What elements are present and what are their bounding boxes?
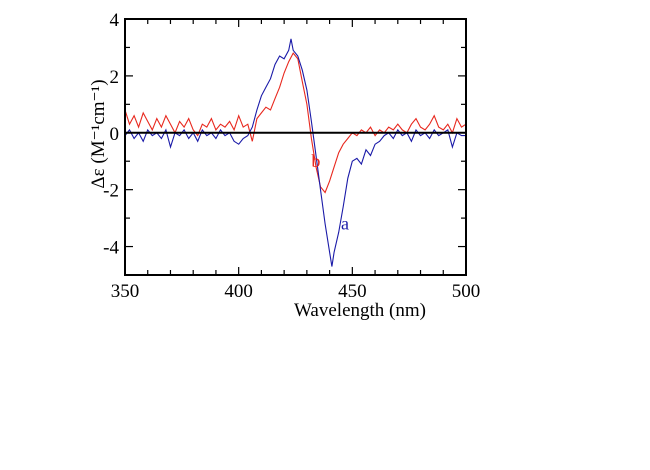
x-tick-labels: 350 400 450 500 <box>111 281 481 302</box>
x-tick-label: 350 <box>111 281 140 302</box>
plot-frame <box>124 18 467 276</box>
series-line-a <box>124 38 466 267</box>
series-layer <box>124 38 467 267</box>
y-tick-label: -2 <box>103 181 119 202</box>
series-line-b <box>124 52 467 194</box>
y-axis-label: Δε (M⁻¹cm⁻¹) <box>88 79 109 188</box>
x-axis-label: Wavelength (nm) <box>294 300 426 321</box>
y-tick-labels: -4 -2 0 2 4 <box>103 10 119 259</box>
axis-ticks <box>124 18 467 276</box>
y-tick-label: 2 <box>110 67 120 88</box>
series-label-b: b <box>311 151 320 171</box>
x-tick-label: 400 <box>224 281 253 302</box>
y-tick-label: 0 <box>110 124 120 145</box>
series-label-a: a <box>341 213 349 233</box>
x-tick-label: 450 <box>338 281 367 302</box>
x-tick-label: 500 <box>452 281 481 302</box>
y-tick-label: 4 <box>110 10 120 31</box>
y-tick-label: -4 <box>103 238 119 259</box>
